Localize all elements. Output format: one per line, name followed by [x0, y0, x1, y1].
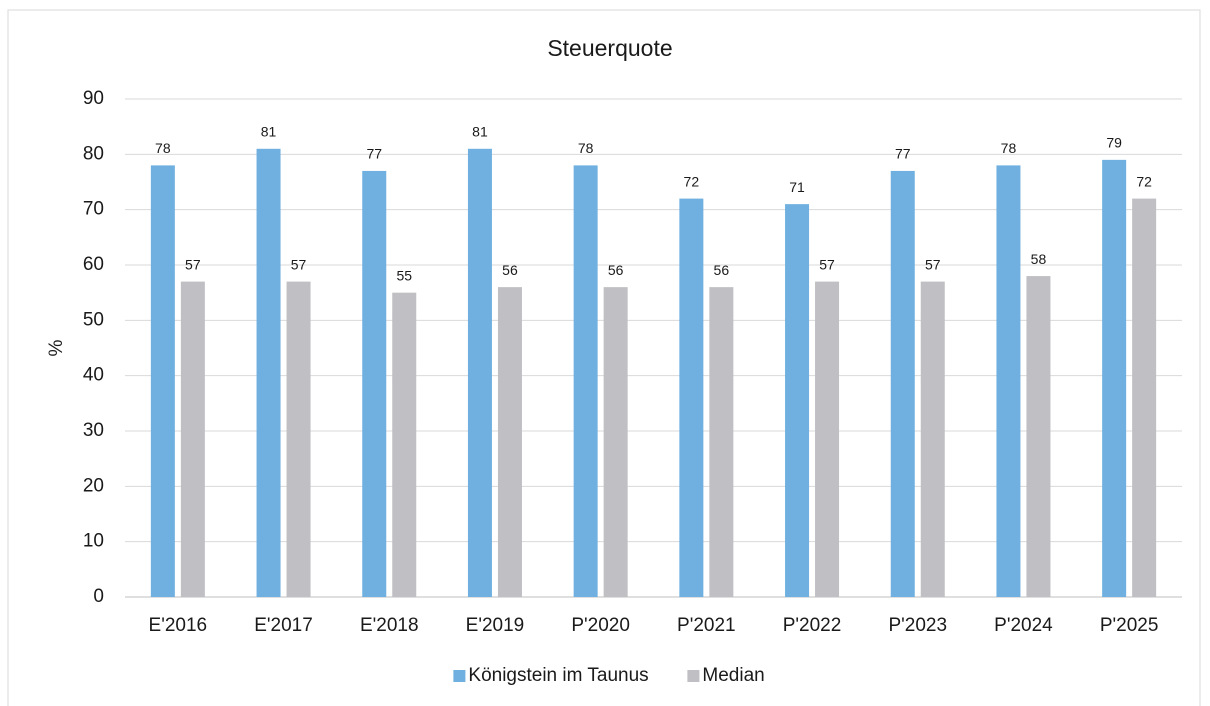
data-label: 78 — [1001, 140, 1017, 156]
data-label: 57 — [925, 256, 941, 272]
y-tick-label: 10 — [83, 531, 104, 552]
bar — [709, 287, 734, 597]
legend-swatch — [453, 670, 466, 682]
legend-label: Königstein im Taunus — [468, 665, 648, 686]
chart-title: Steuerquote — [547, 35, 672, 61]
data-label: 77 — [366, 146, 382, 162]
bar — [497, 287, 522, 597]
data-label: 56 — [714, 262, 730, 278]
x-tick-label: P'2023 — [888, 615, 947, 636]
x-tick-label: P'2022 — [783, 615, 842, 636]
x-tick-label: P'2021 — [677, 615, 736, 636]
bar — [1102, 159, 1127, 597]
bar — [362, 170, 387, 597]
x-tick-label: P'2025 — [1100, 615, 1159, 636]
y-tick-label: 30 — [83, 420, 104, 441]
bar — [286, 281, 311, 597]
bar — [815, 281, 840, 597]
data-label: 57 — [291, 256, 307, 272]
y-tick-label: 90 — [83, 88, 104, 109]
bar — [150, 165, 175, 597]
x-tick-label: E'2017 — [254, 615, 313, 636]
x-tick-label: P'2020 — [571, 615, 630, 636]
bar — [256, 148, 281, 598]
bar — [573, 165, 598, 597]
data-label: 81 — [261, 124, 277, 140]
data-label: 81 — [472, 124, 488, 140]
y-axis-label: % — [46, 339, 67, 356]
bar — [467, 148, 492, 598]
data-label: 77 — [895, 146, 911, 162]
bar — [890, 170, 915, 597]
y-tick-label: 50 — [83, 309, 104, 330]
x-tick-label: P'2024 — [994, 615, 1053, 636]
bar — [180, 281, 205, 597]
bar — [679, 198, 704, 597]
data-label: 57 — [185, 256, 201, 272]
data-label: 56 — [608, 262, 624, 278]
data-label: 78 — [578, 140, 594, 156]
data-label: 72 — [1136, 173, 1152, 189]
data-label: 55 — [396, 267, 412, 283]
bar — [1026, 276, 1051, 597]
y-tick-label: 20 — [83, 475, 104, 496]
data-label: 71 — [789, 179, 805, 195]
data-label: 56 — [502, 262, 518, 278]
data-label: 78 — [155, 140, 171, 156]
legend-label: Median — [702, 665, 764, 686]
bar — [392, 292, 417, 597]
data-label: 57 — [819, 256, 835, 272]
bar — [785, 204, 810, 597]
x-tick-label: E'2018 — [360, 615, 419, 636]
y-tick-label: 40 — [83, 365, 104, 386]
data-label: 79 — [1106, 135, 1122, 151]
legend-swatch — [687, 670, 700, 682]
bar — [1132, 198, 1157, 597]
bar — [996, 165, 1021, 597]
x-tick-label: E'2019 — [466, 615, 525, 636]
y-tick-label: 70 — [83, 199, 104, 220]
data-label: 72 — [684, 173, 700, 189]
bar — [603, 287, 628, 597]
data-label: 58 — [1031, 251, 1047, 267]
bar — [920, 281, 945, 597]
x-tick-label: E'2016 — [149, 615, 208, 636]
y-tick-label: 60 — [83, 254, 104, 275]
y-tick-label: 80 — [83, 143, 104, 164]
y-tick-label: 0 — [93, 586, 104, 607]
